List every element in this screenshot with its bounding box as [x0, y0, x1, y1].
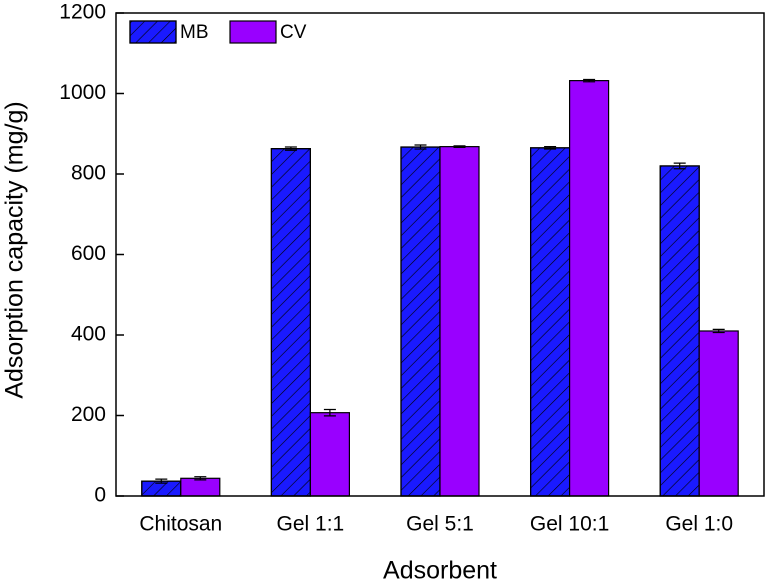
x-tick-label: Gel 5:1 — [406, 513, 474, 536]
error-bar — [712, 328, 725, 334]
legend-swatch — [229, 20, 277, 44]
x-tick-label: Gel 1:1 — [277, 513, 345, 536]
bar-hatch — [270, 148, 311, 497]
error-bar — [414, 144, 427, 150]
x-tick-label: Chitosan — [139, 513, 222, 536]
error-bar — [155, 478, 168, 484]
x-axis-title: Adsorbent — [383, 557, 497, 585]
bar — [698, 330, 739, 497]
legend-label: MB — [180, 22, 209, 43]
y-tick-label: 800 — [71, 162, 106, 185]
y-tick-label: 0 — [94, 484, 106, 507]
bar-hatch — [529, 147, 571, 497]
bar-hatch — [400, 146, 441, 497]
error-bar — [323, 408, 336, 417]
y-tick-label: 400 — [71, 323, 106, 346]
legend-label: CV — [280, 22, 307, 43]
error-bar — [284, 146, 297, 151]
x-tick-label: Gel 1:0 — [665, 513, 733, 536]
error-bar — [544, 146, 557, 150]
bar-hatch — [659, 165, 700, 497]
error-bar — [453, 145, 466, 149]
y-axis-title: Adsorption capacity (mg/g) — [1, 101, 29, 398]
plot-frame — [115, 12, 765, 497]
y-tick-label: 600 — [71, 242, 106, 265]
error-bar — [673, 162, 686, 170]
y-tick-label: 1000 — [59, 81, 106, 104]
error-bar — [583, 78, 596, 83]
y-tick-label: 200 — [71, 403, 106, 426]
legend-hatch — [129, 20, 177, 44]
error-bar — [194, 476, 207, 481]
bar — [309, 412, 350, 497]
bar — [180, 477, 221, 497]
bar — [439, 146, 480, 497]
y-tick-label: 1200 — [59, 1, 106, 24]
x-tick-label: Gel 10:1 — [530, 513, 609, 536]
bar — [568, 80, 610, 497]
